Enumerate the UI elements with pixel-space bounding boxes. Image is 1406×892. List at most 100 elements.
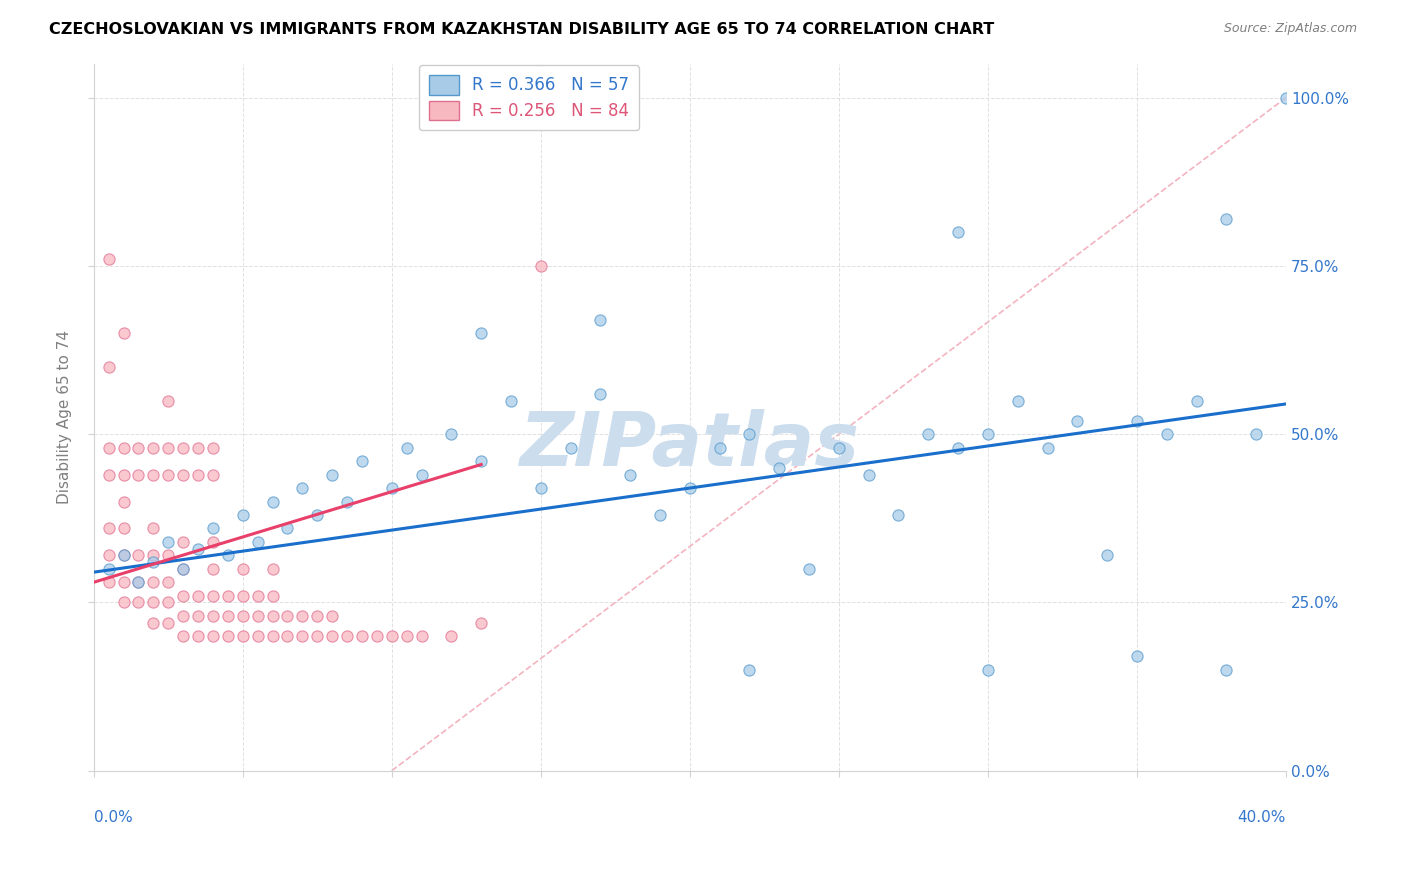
Point: [679, 481, 702, 495]
Point: [157, 441, 180, 455]
Point: [232, 629, 254, 643]
Point: [112, 494, 135, 508]
Point: [97, 575, 120, 590]
Point: [977, 427, 1000, 442]
Point: [262, 589, 284, 603]
Point: [276, 521, 298, 535]
Point: [246, 608, 269, 623]
Point: [157, 393, 180, 408]
Point: [307, 608, 329, 623]
Point: [97, 521, 120, 535]
Point: [217, 589, 239, 603]
Point: [142, 549, 165, 563]
Point: [157, 595, 180, 609]
Point: [201, 441, 224, 455]
Point: [112, 521, 135, 535]
Point: [262, 494, 284, 508]
Point: [307, 629, 329, 643]
Text: Source: ZipAtlas.com: Source: ZipAtlas.com: [1223, 22, 1357, 36]
Point: [201, 608, 224, 623]
Point: [1215, 663, 1237, 677]
Point: [440, 629, 463, 643]
Point: [232, 589, 254, 603]
Point: [1156, 427, 1178, 442]
Point: [589, 313, 612, 327]
Point: [112, 549, 135, 563]
Point: [1095, 549, 1118, 563]
Point: [142, 521, 165, 535]
Point: [97, 467, 120, 482]
Point: [142, 555, 165, 569]
Point: [127, 575, 149, 590]
Point: [321, 629, 343, 643]
Point: [157, 549, 180, 563]
Point: [797, 562, 820, 576]
Point: [411, 467, 433, 482]
Point: [127, 441, 149, 455]
Point: [201, 534, 224, 549]
Point: [291, 481, 314, 495]
Point: [262, 608, 284, 623]
Point: [738, 663, 761, 677]
Point: [201, 589, 224, 603]
Point: [307, 508, 329, 522]
Point: [1275, 91, 1298, 105]
Point: [112, 549, 135, 563]
Point: [470, 326, 492, 341]
Point: [112, 467, 135, 482]
Point: [217, 629, 239, 643]
Point: [858, 467, 880, 482]
Point: [648, 508, 671, 522]
Point: [1185, 393, 1208, 408]
Point: [350, 454, 373, 468]
Point: [768, 461, 790, 475]
Point: [187, 608, 209, 623]
Text: ZIPatlas: ZIPatlas: [520, 409, 860, 483]
Text: 40.0%: 40.0%: [1237, 810, 1286, 824]
Point: [157, 575, 180, 590]
Point: [246, 534, 269, 549]
Point: [97, 441, 120, 455]
Point: [127, 467, 149, 482]
Point: [142, 575, 165, 590]
Point: [336, 629, 359, 643]
Legend: R = 0.366   N = 57, R = 0.256   N = 84: R = 0.366 N = 57, R = 0.256 N = 84: [419, 65, 640, 130]
Point: [1244, 427, 1267, 442]
Point: [157, 615, 180, 630]
Point: [201, 521, 224, 535]
Point: [395, 629, 418, 643]
Point: [187, 467, 209, 482]
Point: [142, 595, 165, 609]
Point: [560, 441, 582, 455]
Point: [172, 562, 194, 576]
Point: [217, 549, 239, 563]
Point: [321, 467, 343, 482]
Point: [172, 534, 194, 549]
Point: [187, 629, 209, 643]
Point: [499, 393, 522, 408]
Point: [276, 629, 298, 643]
Point: [946, 225, 969, 239]
Point: [201, 562, 224, 576]
Point: [172, 608, 194, 623]
Point: [738, 427, 761, 442]
Point: [246, 629, 269, 643]
Point: [112, 575, 135, 590]
Point: [201, 467, 224, 482]
Point: [262, 629, 284, 643]
Point: [217, 608, 239, 623]
Point: [157, 467, 180, 482]
Point: [977, 663, 1000, 677]
Point: [1126, 649, 1149, 664]
Point: [887, 508, 910, 522]
Point: [187, 589, 209, 603]
Point: [440, 427, 463, 442]
Point: [172, 629, 194, 643]
Point: [381, 481, 404, 495]
Point: [366, 629, 388, 643]
Point: [97, 252, 120, 267]
Text: CZECHOSLOVAKIAN VS IMMIGRANTS FROM KAZAKHSTAN DISABILITY AGE 65 TO 74 CORRELATIO: CZECHOSLOVAKIAN VS IMMIGRANTS FROM KAZAK…: [49, 22, 994, 37]
Point: [321, 608, 343, 623]
Point: [1215, 211, 1237, 226]
Point: [232, 608, 254, 623]
